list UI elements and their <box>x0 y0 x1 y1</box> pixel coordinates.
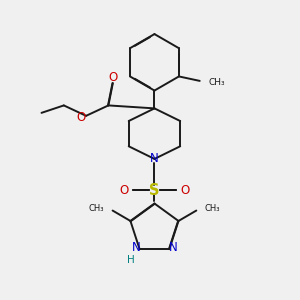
Text: O: O <box>180 184 189 196</box>
Text: N: N <box>150 152 159 165</box>
Text: O: O <box>108 71 118 84</box>
Text: CH₃: CH₃ <box>89 204 104 213</box>
Text: S: S <box>149 183 160 198</box>
Text: O: O <box>119 184 129 196</box>
Text: CH₃: CH₃ <box>208 78 225 87</box>
Text: N: N <box>169 241 177 254</box>
Text: O: O <box>76 111 86 124</box>
Text: H: H <box>128 256 135 266</box>
Text: N: N <box>132 241 140 254</box>
Text: CH₃: CH₃ <box>205 204 220 213</box>
